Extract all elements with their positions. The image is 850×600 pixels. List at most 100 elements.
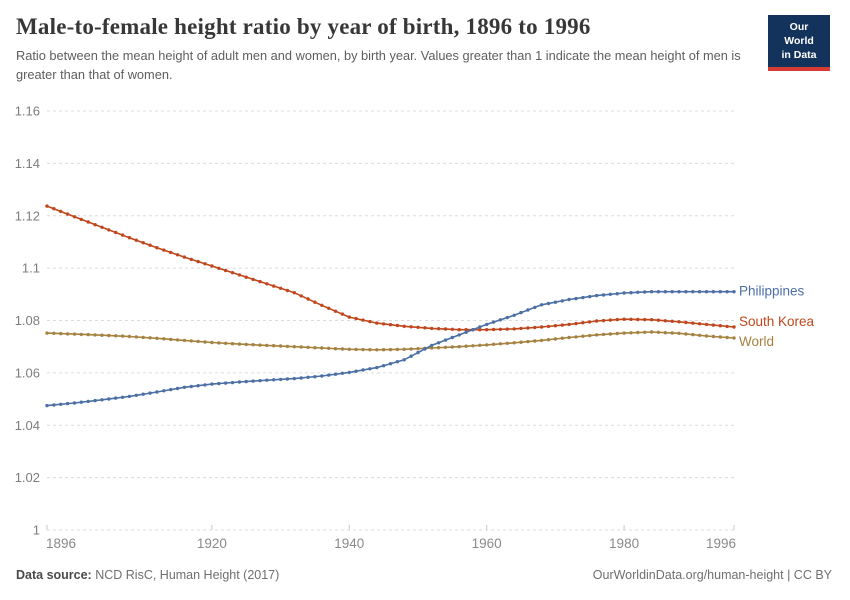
data-point-philippines [306,375,310,379]
data-point-south-korea [643,317,647,322]
data-point-world [381,348,386,352]
data-point-south-korea [107,228,111,232]
data-point-philippines [423,347,427,351]
x-axis-label: 1920 [197,536,227,551]
data-point-south-korea [677,320,681,324]
data-point-world [725,335,729,340]
owid-logo-line1: Our World [784,21,814,48]
data-point-philippines [114,396,118,400]
data-point-world [127,334,132,339]
data-point-world [354,347,358,352]
data-point-philippines [375,365,379,370]
data-point-philippines [615,292,619,296]
data-point-world [553,337,558,341]
data-point-world [601,332,606,337]
data-point-philippines [354,369,358,373]
data-point-philippines [327,373,331,377]
data-point-south-korea [354,316,358,321]
data-point-world [86,332,90,337]
data-point-philippines [574,296,578,301]
data-point-world [100,333,104,337]
data-point-philippines [347,370,351,375]
data-point-philippines [299,376,303,380]
data-point-world [533,339,537,343]
data-point-philippines [656,290,661,294]
data-point-south-korea [533,325,537,330]
data-point-south-korea [691,321,695,325]
data-point-south-korea [704,322,709,327]
data-point-philippines [485,322,489,327]
owid-logo-line2: in Data [781,49,817,62]
data-point-world [711,334,716,339]
y-axis-label: 1.02 [15,470,40,485]
data-point-world [251,343,255,347]
data-point-philippines [725,290,729,294]
data-point-world [691,332,695,337]
data-point-world [230,342,235,346]
data-point-world [629,331,633,335]
data-point-world [697,333,702,337]
data-point-south-korea [127,236,132,240]
data-point-world [59,331,63,336]
data-point-south-korea [588,320,592,324]
data-point-south-korea [59,209,63,214]
owid-logo[interactable]: Our World in Data [768,15,830,71]
data-point-philippines [519,310,523,315]
data-point-south-korea [217,266,221,270]
data-point-world [581,334,585,338]
data-point-south-korea [79,217,84,222]
data-point-world [670,331,674,335]
data-point-world [141,335,145,340]
data-point-world [278,344,283,348]
series-label-philippines[interactable]: Philippines [739,284,805,299]
data-point-philippines [45,403,49,408]
data-point-world [615,331,619,336]
data-point-world [498,342,503,346]
data-point-south-korea [381,322,386,326]
data-point-philippines [629,291,633,295]
data-point-south-korea [333,309,338,313]
data-point-philippines [471,328,475,332]
data-point-south-korea [45,204,49,208]
data-point-south-korea [141,241,145,245]
data-point-south-korea [52,207,56,211]
series-label-world[interactable]: World [739,334,774,349]
data-point-south-korea [65,212,70,216]
data-point-philippines [567,297,571,302]
chart-subtitle: Ratio between the mean height of adult m… [16,48,741,82]
data-point-philippines [594,293,599,298]
data-point-world [285,344,290,349]
data-point-world [361,347,365,352]
data-point-world [72,332,77,336]
data-point-philippines [608,292,612,296]
data-point-south-korea [485,328,489,332]
data-point-philippines [636,290,640,294]
owid-credit-link[interactable]: OurWorldinData.org/human-height | CC BY [592,568,832,582]
data-point-south-korea [567,322,571,327]
data-point-world [272,344,276,348]
data-point-world [340,347,345,351]
data-point-south-korea [196,259,200,264]
data-point-philippines [155,390,159,394]
data-point-philippines [622,291,626,295]
data-point-world [622,331,626,335]
data-point-philippines [162,389,166,393]
y-axis-label: 1.06 [15,365,40,380]
data-point-south-korea [464,328,468,332]
data-point-world [120,334,125,338]
data-point-world [52,331,56,335]
data-point-world [594,333,599,337]
data-point-philippines [182,385,187,389]
data-point-philippines [718,290,722,294]
data-point-philippines [732,290,736,294]
data-point-world [217,341,221,345]
data-point-world [505,341,509,345]
data-point-philippines [464,330,468,334]
data-point-world [333,347,338,351]
data-point-south-korea [375,321,379,325]
data-point-philippines [588,294,592,299]
data-point-philippines [265,378,269,382]
data-point-philippines [361,368,365,372]
series-label-south-korea[interactable]: South Korea [739,314,815,329]
data-point-south-korea [292,291,296,295]
